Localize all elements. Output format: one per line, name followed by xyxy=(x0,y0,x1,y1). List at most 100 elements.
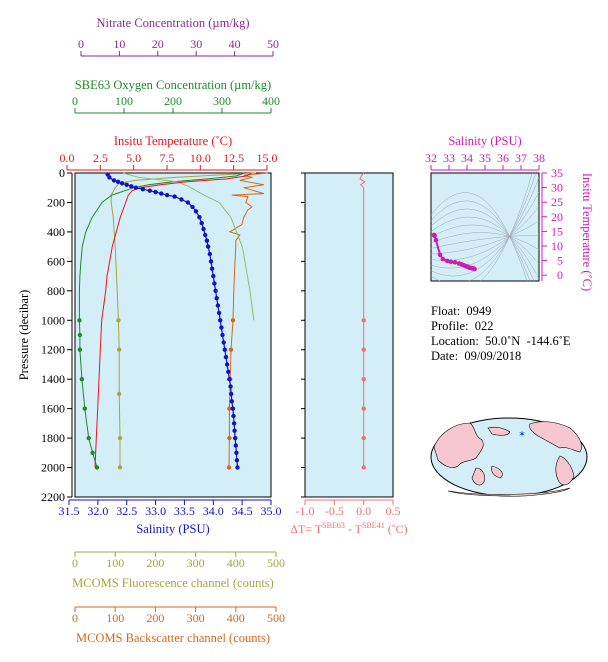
salinity-point xyxy=(224,362,230,367)
fluorescence-axis-title: MCOMS Fluorescence channel (counts) xyxy=(72,576,274,590)
oxygen-tick-label: 100 xyxy=(115,94,133,108)
backscatter-tick-label: 0 xyxy=(72,611,78,625)
backscatter-point xyxy=(226,465,232,470)
ts-contour xyxy=(431,200,531,281)
salinity-point xyxy=(230,406,236,411)
fluorescence-tick-label: 200 xyxy=(146,556,164,570)
ts-point xyxy=(472,266,477,272)
temperature-tick-label: 2.5 xyxy=(93,151,108,165)
salinity-point xyxy=(222,347,227,352)
oxygen-point xyxy=(77,318,82,323)
salinity-point xyxy=(199,220,204,226)
nitrate-tick-label: 0 xyxy=(78,37,84,51)
oxygen-point xyxy=(77,347,83,352)
pressure-axis-title: Pressure (decibar) xyxy=(17,290,31,381)
pressure-tick-label: 1600 xyxy=(41,402,65,416)
salinity-point xyxy=(172,194,177,199)
salinity-point xyxy=(203,232,208,238)
salinity-point xyxy=(211,273,216,279)
pressure-tick-label: 400 xyxy=(47,225,65,239)
delta-t-point xyxy=(361,406,366,411)
oxygen-axis-title: SBE63 Oxygen Concentration (µm/kg) xyxy=(75,78,271,92)
salinity-tick-label: 35.0 xyxy=(261,504,282,518)
salinity-point xyxy=(129,184,134,189)
pressure-tick-label: 600 xyxy=(47,254,65,268)
salinity-point xyxy=(232,428,237,433)
salinity-point xyxy=(216,310,222,316)
salinity-tick-label: 32.5 xyxy=(116,504,137,518)
oxygen-line xyxy=(78,172,245,468)
ts-temperature-tick-label: 30 xyxy=(551,181,563,195)
oxygen-point xyxy=(86,435,91,441)
salinity-tick-label: 32.0 xyxy=(87,504,108,518)
salinity-point xyxy=(111,178,117,183)
salinity-point xyxy=(179,197,184,202)
backscatter-tick-label: 300 xyxy=(187,611,205,625)
pressure-tick-label: 1000 xyxy=(41,313,65,327)
ts-point xyxy=(440,256,446,262)
world-map: ✶ xyxy=(430,417,588,497)
salinity-tick-label: 34.0 xyxy=(203,504,224,518)
salinity-point xyxy=(107,175,112,180)
delta-t-point xyxy=(361,377,366,382)
pressure-tick-label: 1200 xyxy=(41,343,65,357)
nitrate-tick-label: 40 xyxy=(229,37,241,51)
salinity-point xyxy=(214,296,219,301)
ts-contour xyxy=(431,232,539,251)
salinity-point xyxy=(205,244,211,249)
ts-temperature-tick-label: 0 xyxy=(557,268,563,282)
ts-contour xyxy=(431,235,539,249)
delta-t-tick-label: 0.5 xyxy=(386,504,401,518)
backscatter-tick-label: 500 xyxy=(267,611,285,625)
oxygen-tick-label: 200 xyxy=(164,94,182,108)
ts-point xyxy=(433,237,439,243)
ts-salinity-tick-label: 38 xyxy=(533,151,545,165)
oxygen-point xyxy=(90,450,95,455)
salinity-point xyxy=(119,181,125,186)
salinity-point xyxy=(140,187,146,192)
salinity-point xyxy=(223,354,229,360)
backscatter-axis-title: MCOMS Backscatter channel (counts) xyxy=(76,631,270,645)
oxygen-point xyxy=(82,406,88,411)
salinity-point xyxy=(233,443,238,448)
ts-salinity-tick-label: 36 xyxy=(497,151,509,165)
ts-plot-area xyxy=(430,172,540,282)
ts-temperature-axis-title: Insitu Temperature (˚C) xyxy=(580,173,594,291)
delta-t-plot-area xyxy=(304,172,394,498)
salinity-point xyxy=(185,200,191,205)
salinity-point xyxy=(235,465,240,470)
salinity-point xyxy=(201,226,206,232)
delta-t-tick-label: 0.0 xyxy=(356,504,371,518)
ts-salinity-tick-label: 35 xyxy=(479,151,491,165)
ts-point xyxy=(444,258,450,264)
float-info: Float: 0949 Profile: 022 Location: 50.0˚… xyxy=(431,304,571,364)
salinity-point xyxy=(215,303,221,308)
ts-point xyxy=(452,260,458,265)
salinity-point xyxy=(159,191,164,196)
ts-contour xyxy=(431,208,535,281)
location: Location: 50.0˚N -144.6˚E xyxy=(431,334,571,348)
pressure-tick-label: 2000 xyxy=(41,461,65,475)
oxygen-point xyxy=(77,332,83,338)
ts-temperature-tick-label: 35 xyxy=(551,166,563,180)
salinity-point xyxy=(231,421,237,426)
delta-t-point xyxy=(361,435,366,441)
salinity-point xyxy=(231,413,236,419)
profile-number: Profile: 022 xyxy=(431,319,494,333)
ts-contour xyxy=(431,173,537,281)
ts-salinity-axis-title: Salinity (PSU) xyxy=(448,134,521,148)
fluorescence-tick-label: 500 xyxy=(267,556,285,570)
nitrate-line xyxy=(123,172,255,321)
ts-temperature-tick-label: 20 xyxy=(551,210,563,224)
nitrate-tick-label: 50 xyxy=(267,37,279,51)
oxygen-tick-label: 400 xyxy=(262,94,280,108)
salinity-point xyxy=(228,384,233,389)
salinity-point xyxy=(193,209,199,214)
temperature-tick-label: 5.0 xyxy=(126,151,141,165)
salinity-point xyxy=(153,189,158,195)
profile-plot-area xyxy=(74,172,272,498)
ts-salinity-tick-label: 32 xyxy=(425,151,437,165)
backscatter-point xyxy=(227,406,232,411)
fluorescence-tick-label: 100 xyxy=(106,556,124,570)
